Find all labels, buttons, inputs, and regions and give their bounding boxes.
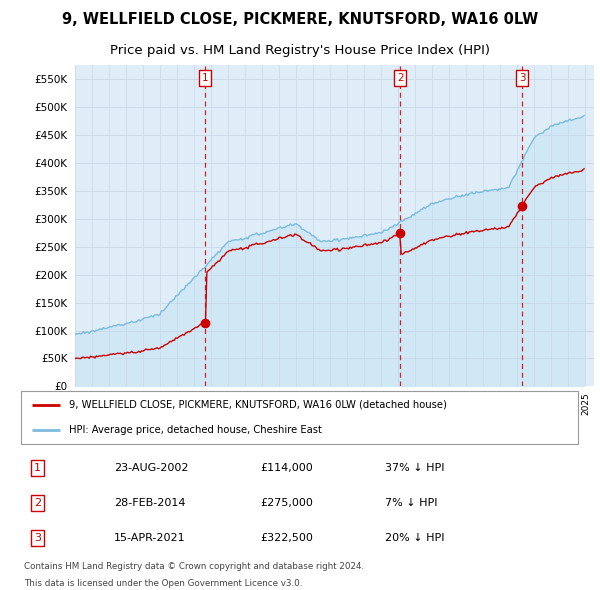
Text: Contains HM Land Registry data © Crown copyright and database right 2024.: Contains HM Land Registry data © Crown c… [23,562,364,572]
Text: 23-AUG-2002: 23-AUG-2002 [114,463,188,473]
Text: 37% ↓ HPI: 37% ↓ HPI [385,463,444,473]
Text: 1: 1 [34,463,41,473]
Text: 20% ↓ HPI: 20% ↓ HPI [385,533,444,543]
Text: 9, WELLFIELD CLOSE, PICKMERE, KNUTSFORD, WA16 0LW: 9, WELLFIELD CLOSE, PICKMERE, KNUTSFORD,… [62,12,538,27]
FancyBboxPatch shape [21,391,578,444]
Text: 2: 2 [34,498,41,508]
Text: 28-FEB-2014: 28-FEB-2014 [114,498,185,508]
Text: £114,000: £114,000 [260,463,313,473]
Text: 2: 2 [397,73,404,83]
Text: This data is licensed under the Open Government Licence v3.0.: This data is licensed under the Open Gov… [23,579,302,588]
Text: 1: 1 [202,73,208,83]
Text: HPI: Average price, detached house, Cheshire East: HPI: Average price, detached house, Ches… [69,425,322,435]
Text: 15-APR-2021: 15-APR-2021 [114,533,185,543]
Text: 3: 3 [519,73,526,83]
Text: £275,000: £275,000 [260,498,313,508]
Text: 7% ↓ HPI: 7% ↓ HPI [385,498,437,508]
Text: 9, WELLFIELD CLOSE, PICKMERE, KNUTSFORD, WA16 0LW (detached house): 9, WELLFIELD CLOSE, PICKMERE, KNUTSFORD,… [69,399,446,409]
Text: Price paid vs. HM Land Registry's House Price Index (HPI): Price paid vs. HM Land Registry's House … [110,44,490,57]
Text: £322,500: £322,500 [260,533,313,543]
Text: 3: 3 [34,533,41,543]
